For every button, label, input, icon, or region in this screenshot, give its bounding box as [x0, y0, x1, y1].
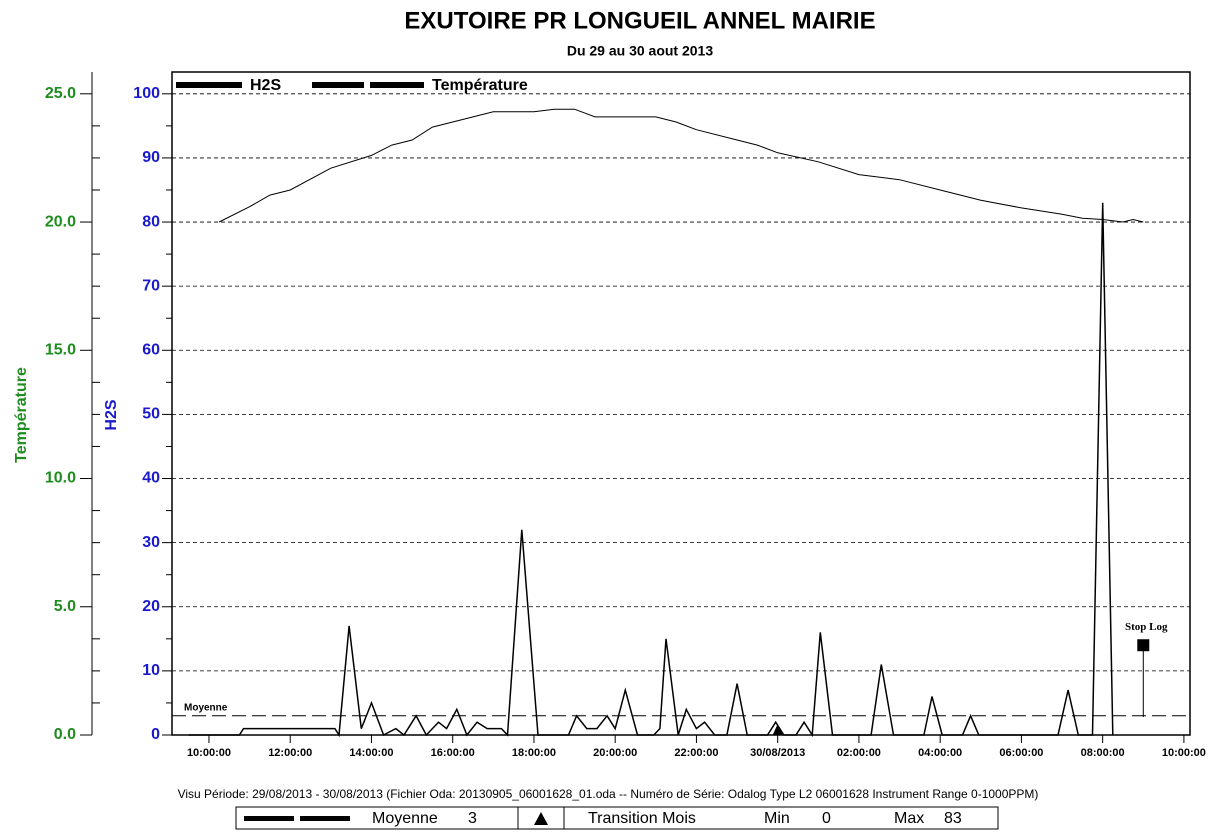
legend-label: H2S [250, 77, 281, 94]
summary-box [235, 806, 999, 830]
x-tick-label: 20:00:00 [593, 747, 637, 759]
y2-tick-label: 15.0 [45, 341, 76, 358]
y-tick-label: 100 [133, 85, 160, 102]
y-tick-label: 80 [142, 213, 160, 230]
legend-symbol [312, 82, 364, 88]
y2-axis-title: Température [13, 367, 30, 463]
plot-frame [171, 71, 1191, 736]
legend-symbol [176, 82, 242, 88]
y2-tick-label: 25.0 [45, 85, 76, 102]
summary-min-label: Min [764, 810, 790, 827]
transition-legend-symbol [534, 812, 548, 825]
footer-note: Visu Période: 29/08/2013 - 30/08/2013 (F… [178, 787, 1039, 801]
x-tick-label: 04:00:00 [918, 747, 962, 759]
x-tick-label: 14:00:00 [349, 747, 393, 759]
mean-label: Moyenne [184, 702, 228, 713]
x-tick-label: 16:00:00 [431, 747, 475, 759]
summary-max-value: 83 [944, 810, 962, 827]
summary-max-label: Max [894, 810, 924, 827]
y-tick-label: 30 [142, 534, 160, 551]
x-tick-label: 22:00:00 [674, 747, 718, 759]
stop-log-marker [1137, 639, 1150, 652]
chart-subtitle: Du 29 au 30 aout 2013 [567, 43, 714, 59]
legend-label: Température [432, 77, 528, 94]
x-tick-label: 12:00:00 [268, 747, 312, 759]
y-tick-label: 70 [142, 277, 160, 294]
series-line [188, 202, 1114, 738]
y2-tick-label: 0.0 [54, 726, 76, 743]
transition-marker [772, 724, 783, 735]
y-axis-title: H2S [103, 399, 120, 430]
summary-transition-label: Transition Mois [588, 810, 696, 827]
x-tick-label: 10:00:00 [187, 747, 231, 759]
y-tick-label: 10 [142, 662, 160, 679]
summary-mean-label: Moyenne [372, 810, 438, 827]
y-tick-label: 40 [142, 470, 160, 487]
x-tick-label: 10:00:00 [1162, 747, 1206, 759]
x-tick-label: 18:00:00 [512, 747, 556, 759]
legend-symbol [370, 82, 424, 88]
summary-min-value: 0 [822, 810, 831, 827]
chart-title: EXUTOIRE PR LONGUEIL ANNEL MAIRIE [404, 7, 875, 34]
y-tick-label: 0 [151, 726, 160, 743]
y-tick-label: 90 [142, 149, 160, 166]
summary-mean-value: 3 [468, 810, 477, 827]
x-tick-label: 02:00:00 [837, 747, 881, 759]
y2-tick-label: 10.0 [45, 470, 76, 487]
y-tick-label: 20 [142, 598, 160, 615]
mean-legend-symbol [300, 816, 350, 821]
x-tick-label: 06:00:00 [999, 747, 1043, 759]
series-line [218, 108, 1144, 223]
stop-log-label: Stop Log [1125, 621, 1168, 633]
y-tick-label: 50 [142, 406, 160, 423]
x-tick-label: 30/08/2013 [750, 747, 805, 759]
x-tick-label: 08:00:00 [1081, 747, 1125, 759]
y-tick-label: 60 [142, 341, 160, 358]
y2-tick-label: 20.0 [45, 213, 76, 230]
y2-tick-label: 5.0 [54, 598, 76, 615]
mean-legend-symbol [244, 816, 294, 821]
